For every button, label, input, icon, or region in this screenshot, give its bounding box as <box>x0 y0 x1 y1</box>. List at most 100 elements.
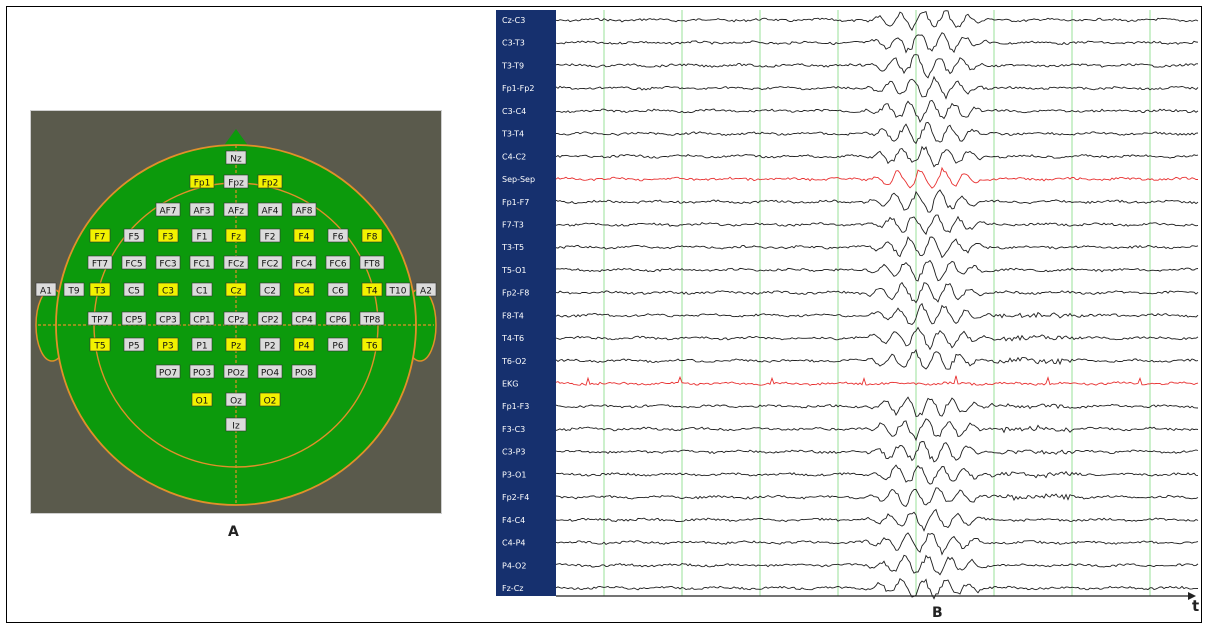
svg-text:CP6: CP6 <box>329 316 347 326</box>
trace-c3-p3 <box>555 441 1199 463</box>
time-axis-label: t <box>1192 597 1200 615</box>
channel-label: Cz-C3 <box>502 16 525 25</box>
electrode-po4: PO4 <box>257 364 283 379</box>
svg-text:O2: O2 <box>264 397 277 407</box>
electrode-t5: T5 <box>89 337 111 352</box>
electrode-t4: T4 <box>361 282 383 297</box>
svg-text:P6: P6 <box>332 342 343 352</box>
trace-fp2-f4 <box>555 487 1199 507</box>
svg-text:T6: T6 <box>365 342 377 352</box>
svg-text:Iz: Iz <box>232 422 240 432</box>
svg-text:FT7: FT7 <box>92 260 108 270</box>
svg-text:O1: O1 <box>196 397 209 407</box>
electrode-fz: Fz <box>225 228 247 243</box>
svg-text:T5: T5 <box>93 342 105 352</box>
svg-text:POz: POz <box>227 369 245 379</box>
time-axis-arrow <box>1188 592 1196 600</box>
eeg-channel-labels: Cz-C3 C3-T3 T3-T9 Fp1-Fp2 C3-C4 T3-T4 C4-C2 Sep… <box>501 16 535 593</box>
electrode-cp5: CP5 <box>121 311 147 326</box>
svg-text:T4: T4 <box>365 287 377 297</box>
electrode-c3: C3 <box>157 282 179 297</box>
electrode-p1: P1 <box>191 337 213 352</box>
electrode-montage-diagram: Nz Fpz Fp1 Fp2 AF7 AF3 AFz AF4 AF8 F7 F5 F3 F1 Fz F2 F4… <box>30 110 442 514</box>
svg-text:T3: T3 <box>93 287 105 297</box>
electrode-fc5: FC5 <box>121 255 147 270</box>
electrode-po3: PO3 <box>189 364 215 379</box>
eeg-traces <box>555 10 1199 600</box>
svg-text:PO4: PO4 <box>261 369 280 379</box>
svg-text:CP1: CP1 <box>193 316 210 326</box>
svg-text:F2: F2 <box>265 233 276 243</box>
channel-label: F4-C4 <box>502 516 525 525</box>
svg-text:TP8: TP8 <box>363 316 381 326</box>
channel-label: C3-P3 <box>502 448 525 457</box>
eeg-recording-panel: Cz-C3 C3-T3 T3-T9 Fp1-Fp2 C3-C4 T3-T4 C4-C2 Sep… <box>496 10 1199 600</box>
svg-text:P2: P2 <box>264 342 275 352</box>
svg-text:FC6: FC6 <box>329 260 346 270</box>
electrode-nz: Nz <box>225 150 247 165</box>
trace-c3-t3 <box>555 32 1199 54</box>
electrode-fc3: FC3 <box>155 255 181 270</box>
svg-text:FT8: FT8 <box>364 260 381 270</box>
channel-label: T4-T6 <box>501 334 524 343</box>
svg-text:C2: C2 <box>264 287 276 297</box>
electrode-iz: Iz <box>225 417 247 432</box>
channel-label: C4-C2 <box>502 152 526 161</box>
electrode-a1: A1 <box>35 282 57 297</box>
trace-fp1-f3 <box>555 396 1199 418</box>
electrode-t9: T9 <box>63 282 85 297</box>
svg-text:TP7: TP7 <box>91 316 109 326</box>
svg-text:F5: F5 <box>129 233 140 243</box>
electrode-tp8: TP8 <box>359 311 385 326</box>
svg-text:PO3: PO3 <box>193 369 211 379</box>
channel-label: F7-T3 <box>502 220 524 229</box>
electrode-af3: AF3 <box>189 202 215 217</box>
electrode-cp2: CP2 <box>257 311 283 326</box>
svg-text:C4: C4 <box>298 287 310 297</box>
svg-text:CP4: CP4 <box>295 316 313 326</box>
svg-text:AF7: AF7 <box>159 207 176 217</box>
caption-b: B <box>932 605 943 621</box>
electrode-f7: F7 <box>89 228 111 243</box>
channel-label: Fp1-F7 <box>502 198 529 207</box>
svg-text:CP2: CP2 <box>261 316 278 326</box>
eeg-grid <box>603 10 1151 596</box>
channel-label: C3-C4 <box>502 107 526 116</box>
svg-text:Nz: Nz <box>230 155 242 165</box>
caption-a: A <box>228 524 239 540</box>
trace-c4-p4 <box>555 532 1199 556</box>
electrode-fc6: FC6 <box>325 255 351 270</box>
svg-text:F4: F4 <box>299 233 310 243</box>
electrode-t10: T10 <box>385 282 411 297</box>
electrode-afz: AFz <box>223 202 249 217</box>
electrode-cp4: CP4 <box>291 311 317 326</box>
trace-f7-t3 <box>555 214 1199 236</box>
channel-label: F8-T4 <box>502 311 524 320</box>
trace-sep-sep <box>555 166 1198 189</box>
electrode-po8: PO8 <box>291 364 317 379</box>
electrode-f2: F2 <box>259 228 281 243</box>
channel-label: F3-C3 <box>502 425 525 434</box>
svg-text:CPz: CPz <box>228 316 245 326</box>
trace-t4-t6 <box>555 326 1199 351</box>
channel-label: C3-T3 <box>502 39 525 48</box>
electrode-p4: P4 <box>293 337 315 352</box>
electrode-c6: C6 <box>327 282 349 297</box>
svg-text:AF8: AF8 <box>295 207 312 217</box>
svg-text:T10: T10 <box>389 287 407 297</box>
svg-text:Oz: Oz <box>230 397 242 407</box>
svg-text:T9: T9 <box>67 287 79 297</box>
electrode-c4: C4 <box>293 282 315 297</box>
svg-text:AF4: AF4 <box>261 207 278 217</box>
svg-text:FC2: FC2 <box>261 260 278 270</box>
svg-text:PO8: PO8 <box>295 369 314 379</box>
electrode-f3: F3 <box>157 228 179 243</box>
electrode-fp2: Fp2 <box>257 174 283 189</box>
channel-label: Fp1-Fp2 <box>502 84 534 93</box>
electrode-af8: AF8 <box>291 202 317 217</box>
electrode-oz: Oz <box>225 392 247 407</box>
svg-text:P3: P3 <box>162 342 173 352</box>
svg-text:F6: F6 <box>333 233 344 243</box>
electrode-c5: C5 <box>123 282 145 297</box>
electrode-f8: F8 <box>361 228 383 243</box>
